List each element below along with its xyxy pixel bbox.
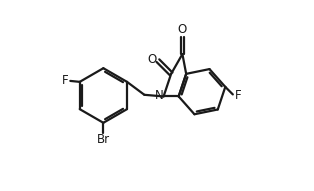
- Text: F: F: [62, 74, 68, 87]
- Text: O: O: [178, 23, 187, 36]
- Text: N: N: [155, 89, 164, 102]
- Text: F: F: [235, 89, 241, 102]
- Text: Br: Br: [97, 133, 110, 146]
- Text: O: O: [147, 53, 157, 66]
